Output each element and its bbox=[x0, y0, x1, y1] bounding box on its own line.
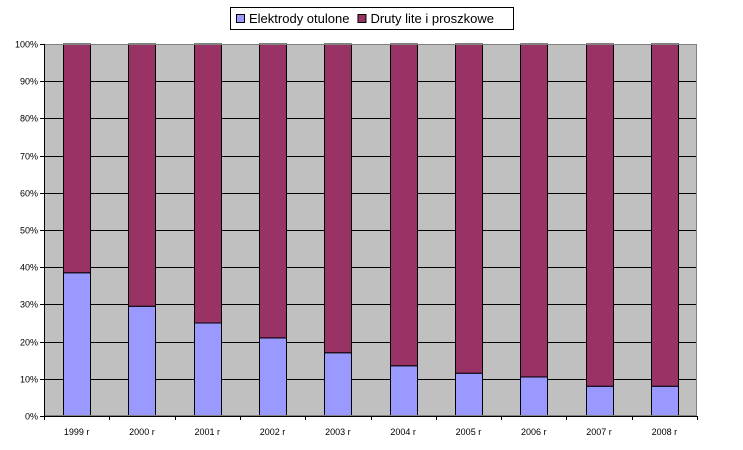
bar-segment-druty-9 bbox=[651, 43, 679, 387]
bar-segment-elektrody-0 bbox=[63, 272, 91, 417]
x-tick-label: 2004 r bbox=[390, 427, 416, 437]
y-tick-label: 50% bbox=[20, 226, 38, 236]
y-tick-label: 70% bbox=[20, 152, 38, 162]
legend: Elektrody otulone Druty lite i proszkowe bbox=[230, 7, 514, 30]
bar-segment-druty-4 bbox=[324, 43, 352, 354]
y-tick-label: 80% bbox=[20, 114, 38, 124]
bar-segment-druty-1 bbox=[128, 43, 156, 307]
bar-segment-druty-3 bbox=[259, 43, 287, 339]
y-tick-label: 20% bbox=[20, 338, 38, 348]
bar-segment-elektrody-1 bbox=[128, 305, 156, 417]
x-tick-label: 2001 r bbox=[194, 427, 220, 437]
plot-area bbox=[44, 43, 697, 417]
x-tick-label: 2000 r bbox=[129, 427, 155, 437]
legend-box bbox=[230, 7, 514, 30]
y-tick-label: 40% bbox=[20, 263, 38, 273]
legend-label-druty: Druty lite i proszkowe bbox=[370, 11, 494, 26]
bar-segment-elektrody-7 bbox=[520, 376, 548, 417]
x-tick-label: 2002 r bbox=[260, 427, 286, 437]
y-tick-label: 60% bbox=[20, 189, 38, 199]
x-tick-label: 2005 r bbox=[456, 427, 482, 437]
bar-segment-elektrody-4 bbox=[324, 352, 352, 417]
x-axis: 1999 r 2000 r 2001 r 2002 r 2003 r 2004 r 2005… bbox=[44, 416, 698, 437]
y-tick-label: 30% bbox=[20, 300, 38, 310]
legend-swatch-druty bbox=[357, 14, 367, 23]
x-tick-label: 2006 r bbox=[521, 427, 547, 437]
bar-segment-druty-5 bbox=[390, 43, 418, 367]
y-axis: 0% 10% 20% 30% 40% 50% 60% 70% 80% 90% 100% bbox=[15, 40, 45, 422]
bar-segment-druty-7 bbox=[520, 43, 548, 378]
bar-segment-elektrody-6 bbox=[455, 372, 483, 417]
x-tick-label: 2007 r bbox=[586, 427, 612, 437]
bar-segment-elektrody-2 bbox=[194, 322, 222, 417]
bar-segment-elektrody-3 bbox=[259, 337, 287, 417]
y-tick-label: 10% bbox=[20, 375, 38, 385]
bar-segment-elektrody-5 bbox=[390, 365, 418, 417]
bar-segment-elektrody-9 bbox=[651, 385, 679, 417]
bar-segment-elektrody-8 bbox=[586, 385, 614, 417]
y-tick-label: 100% bbox=[15, 40, 38, 50]
y-tick-label: 0% bbox=[25, 412, 38, 422]
y-tick-label: 90% bbox=[20, 77, 38, 87]
bar-segment-druty-8 bbox=[586, 43, 614, 387]
x-tick-label: 2003 r bbox=[325, 427, 351, 437]
bar-segment-druty-6 bbox=[455, 43, 483, 374]
legend-swatch-elektrody bbox=[236, 14, 245, 23]
x-tick-label: 2008 r bbox=[652, 427, 678, 437]
bar-segment-druty-2 bbox=[194, 43, 222, 324]
x-tick-label: 1999 r bbox=[64, 427, 90, 437]
legend-label-elektrody: Elektrody otulone bbox=[249, 11, 349, 26]
bar-segment-druty-0 bbox=[63, 43, 91, 274]
